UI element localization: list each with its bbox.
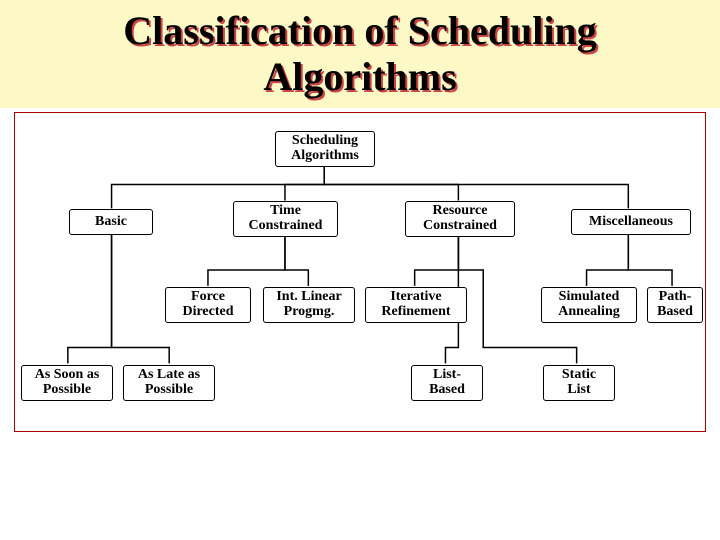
edge-time-force (208, 236, 285, 286)
node-root: SchedulingAlgorithms (275, 131, 375, 167)
edge-misc-path (628, 234, 672, 286)
node-label: IterativeRefinement (381, 290, 450, 319)
node-force: ForceDirected (165, 287, 251, 323)
node-label: SimulatedAnnealing (558, 290, 619, 319)
title-line-1: Classification of Scheduling (10, 8, 710, 54)
node-path: Path-Based (647, 287, 703, 323)
classification-diagram: SchedulingAlgorithms Basic TimeConstrained… (14, 112, 706, 432)
edge-root-resource (324, 167, 458, 201)
edge-basic-asap (68, 234, 112, 363)
node-label: Path-Based (657, 290, 693, 319)
node-label: TimeConstrained (249, 204, 323, 233)
node-label: SchedulingAlgorithms (291, 134, 359, 163)
node-resource: ResourceConstrained (405, 201, 515, 237)
node-iter: IterativeRefinement (365, 287, 467, 323)
edge-resource-iter (415, 236, 459, 286)
title-line-2: Algorithms (10, 54, 710, 100)
node-label: StaticList (562, 368, 596, 397)
node-label: List-Based (429, 368, 465, 397)
node-ilp: Int. LinearProgmg. (263, 287, 355, 323)
node-label: Int. LinearProgmg. (276, 290, 341, 319)
title-block: Classification of Scheduling Algorithms (0, 0, 720, 108)
edge-time-ilp (285, 236, 308, 286)
node-time: TimeConstrained (233, 201, 338, 237)
node-label: Basic (95, 215, 127, 230)
edge-basic-alap (112, 234, 170, 363)
node-alap: As Late asPossible (123, 365, 215, 401)
edge-root-time (285, 167, 324, 201)
node-basic: Basic (69, 209, 153, 235)
node-label: ResourceConstrained (423, 204, 497, 233)
node-label: As Late asPossible (138, 368, 200, 397)
node-label: Miscellaneous (589, 215, 673, 230)
node-sa: SimulatedAnnealing (541, 287, 637, 323)
edge-misc-sa (587, 234, 629, 286)
node-slist: StaticList (543, 365, 615, 401)
node-label: ForceDirected (182, 290, 233, 319)
node-listb: List-Based (411, 365, 483, 401)
node-label: As Soon asPossible (35, 368, 100, 397)
node-asap: As Soon asPossible (21, 365, 113, 401)
node-misc: Miscellaneous (571, 209, 691, 235)
